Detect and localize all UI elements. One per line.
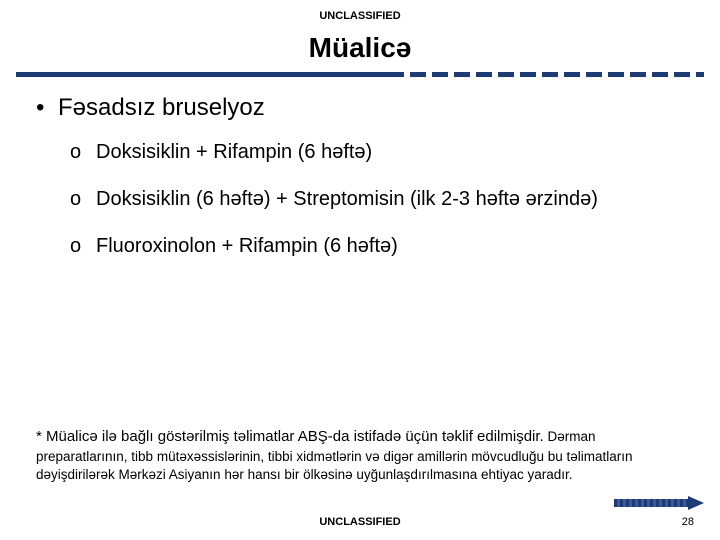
list-item-text: Fluoroxinolon + Rifampin (6 həftə) <box>96 234 398 259</box>
classification-bottom: UNCLASSIFIED <box>0 516 720 528</box>
bullet-circle-icon: o <box>70 140 96 165</box>
heading-text: Fəsadsız bruselyoz <box>58 94 265 122</box>
list-item: o Doksisiklin + Rifampin (6 həftə) <box>70 140 684 165</box>
title-rule <box>0 70 720 80</box>
list-item-text: Doksisiklin + Rifampin (6 həftə) <box>96 140 372 165</box>
next-arrow-icon <box>614 496 704 510</box>
page-number: 28 <box>682 516 694 528</box>
footnote-lead: * Müalicə ilə bağlı göstərilmiş təlimatl… <box>36 428 544 445</box>
list-item: o Doksisiklin (6 həftə) + Streptomisin (… <box>70 187 684 212</box>
bullet-circle-icon: o <box>70 187 96 212</box>
classification-top: UNCLASSIFIED <box>0 0 720 22</box>
footnote: * Müalicə ilə bağlı göstərilmiş təlimatl… <box>36 427 684 484</box>
bullet-circle-icon: o <box>70 234 96 259</box>
page-title: Müalicə <box>0 22 720 70</box>
heading-item: • Fəsadsız bruselyoz <box>36 94 684 122</box>
bullet-dot-icon: • <box>36 94 58 122</box>
list-item-text: Doksisiklin (6 həftə) + Streptomisin (il… <box>96 187 598 212</box>
content-area: • Fəsadsız bruselyoz o Doksisiklin + Rif… <box>0 80 720 259</box>
list-item: o Fluoroxinolon + Rifampin (6 həftə) <box>70 234 684 259</box>
